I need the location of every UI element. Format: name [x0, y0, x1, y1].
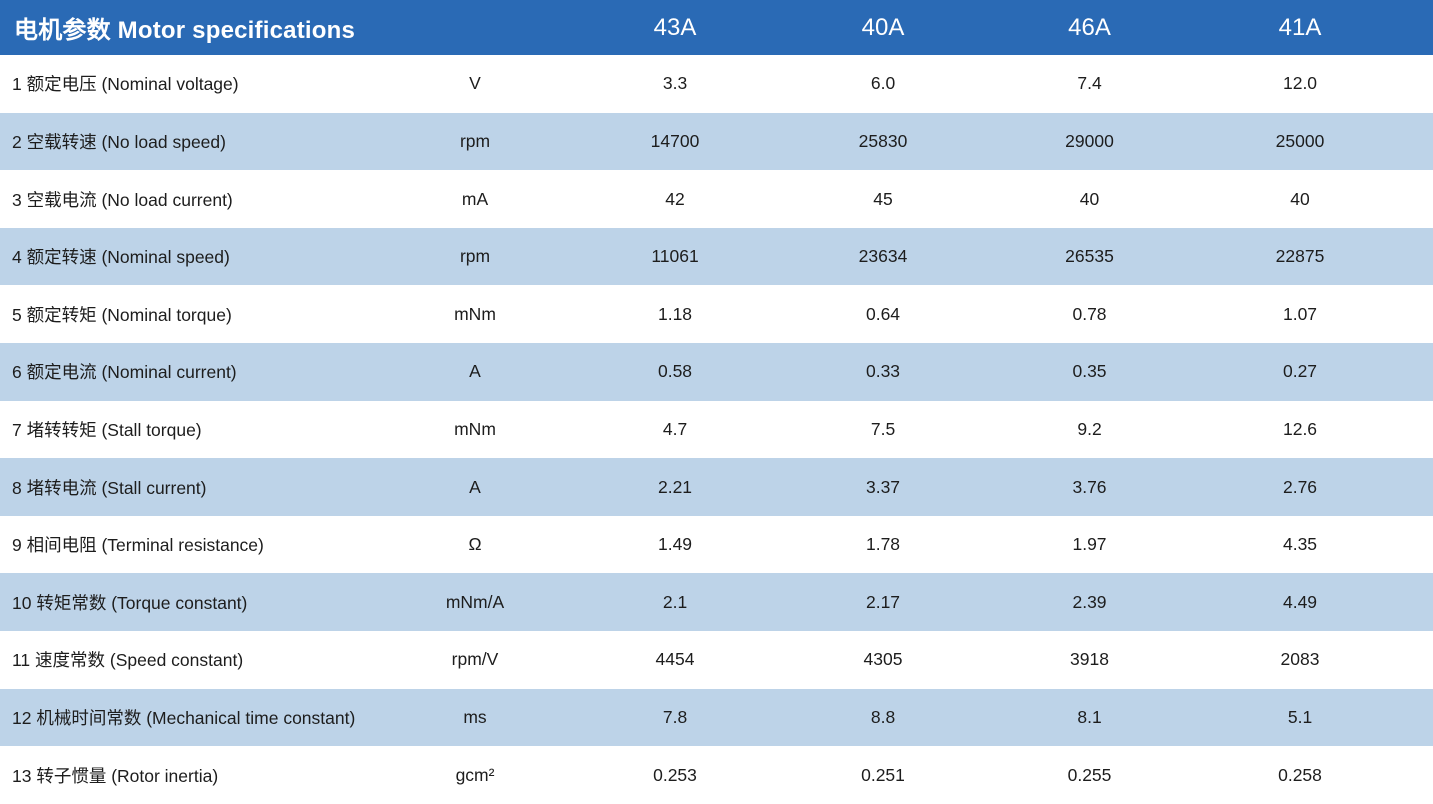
parameter-unit: A	[469, 476, 481, 497]
value-41a: 2.76	[1282, 476, 1318, 497]
parameter-name: 6 额定电流 (Nominal current)	[12, 362, 237, 383]
column-header-43a: 43A	[653, 13, 697, 41]
value-46a: 9.2	[1077, 418, 1102, 439]
value-40a: 8.8	[870, 707, 896, 727]
value-40a: 45	[873, 188, 893, 209]
parameter-name: 1 额定电压 (Nominal voltage)	[12, 74, 239, 95]
value-41a: 0.27	[1282, 361, 1318, 382]
value-43a: 1.18	[657, 303, 693, 324]
value-41a: 12.0	[1282, 73, 1318, 94]
parameter-name: 10 转矩常数 (Torque constant)	[12, 592, 248, 613]
parameter-unit: mNm	[454, 418, 496, 439]
parameter-unit: gcm²	[455, 764, 495, 785]
parameter-name: 3 空载电流 (No load current)	[12, 189, 233, 210]
table-row: 3 空载电流 (No load current) mA 42 45 40 40	[0, 170, 1433, 228]
value-43a: 11061	[651, 246, 699, 267]
table-row: 6 额定电流 (Nominal current) A 0.58 0.33 0.3…	[0, 343, 1433, 401]
value-43a: 4454	[655, 649, 695, 670]
value-43a: 2.21	[657, 476, 693, 497]
table-row: 9 相间电阻 (Terminal resistance) Ω 1.49 1.78…	[0, 515, 1433, 574]
table-row: 2 空载转速 (No load speed) rpm 14700 25830 2…	[0, 112, 1433, 171]
value-41a: 12.6	[1282, 418, 1318, 439]
parameter-name: 11 速度常数 (Speed constant)	[12, 650, 244, 671]
parameter-unit: rpm/V	[451, 649, 499, 670]
value-43a: 42	[665, 188, 685, 209]
column-header-40a: 40A	[861, 13, 905, 41]
value-46a: 29000	[1065, 130, 1114, 151]
parameter-name: 2 空载转速 (No load speed)	[12, 131, 226, 152]
value-40a: 7.5	[870, 418, 896, 439]
value-46a: 0.255	[1067, 764, 1112, 785]
parameter-name: 7 堵转转矩 (Stall torque)	[12, 419, 202, 440]
table-body: 1 额定电压 (Nominal voltage) V 3.3 6.0 7.4 1…	[0, 55, 1433, 804]
parameter-unit: ms	[463, 707, 487, 727]
parameter-unit: mNm	[454, 303, 496, 324]
value-41a: 2083	[1280, 649, 1320, 670]
parameter-unit: mNm/A	[445, 591, 505, 612]
value-41a: 4.49	[1282, 591, 1318, 612]
parameter-unit: Ω	[468, 534, 482, 555]
value-43a: 7.8	[662, 707, 688, 727]
value-41a: 1.07	[1282, 303, 1318, 324]
parameter-name: 13 转子惯量 (Rotor inertia)	[12, 765, 219, 786]
table-title: 电机参数 Motor specifications	[14, 17, 356, 44]
column-header-46a: 46A	[1068, 13, 1111, 41]
value-40a: 4305	[863, 649, 903, 670]
value-46a: 7.4	[1077, 73, 1102, 94]
parameter-name: 9 相间电阻 (Terminal resistance)	[12, 535, 264, 556]
parameter-unit: rpm	[459, 130, 491, 151]
value-43a: 3.3	[662, 73, 688, 94]
table-row: 5 额定转矩 (Nominal torque) mNm 1.18 0.64 0.…	[0, 285, 1433, 344]
table-row: 10 转矩常数 (Torque constant) mNm/A 2.1 2.17…	[0, 573, 1433, 632]
value-41a: 0.258	[1278, 764, 1322, 785]
parameter-unit: V	[469, 73, 481, 94]
table-row: 1 额定电压 (Nominal voltage) V 3.3 6.0 7.4 1…	[0, 55, 1433, 113]
value-46a: 3918	[1070, 649, 1109, 670]
value-40a: 2.17	[865, 591, 901, 612]
value-46a: 26535	[1065, 246, 1114, 267]
value-46a: 1.97	[1072, 534, 1107, 555]
value-41a: 22875	[1275, 246, 1325, 267]
parameter-name: 8 堵转电流 (Stall current)	[12, 477, 207, 498]
value-43a: 14700	[650, 130, 700, 151]
table-header-row: 电机参数 Motor specifications 43A 40A 46A 41…	[0, 0, 1433, 55]
value-40a: 23634	[858, 246, 908, 267]
table-row: 4 额定转速 (Nominal speed) rpm 11061 23634 2…	[0, 227, 1433, 286]
parameter-name: 5 额定转矩 (Nominal torque)	[12, 304, 232, 325]
parameter-unit: rpm	[459, 246, 491, 267]
value-46a: 40	[1079, 188, 1100, 209]
parameter-unit: A	[469, 361, 481, 382]
table-row: 11 速度常数 (Speed constant) rpm/V 4454 4305…	[0, 631, 1433, 689]
value-43a: 2.1	[662, 591, 688, 612]
parameter-name: 4 额定转速 (Nominal speed)	[12, 247, 230, 268]
value-43a: 0.58	[657, 361, 693, 382]
value-43a: 0.253	[653, 764, 697, 785]
value-46a: 2.39	[1072, 591, 1107, 612]
value-43a: 1.49	[657, 534, 693, 555]
value-40a: 25830	[858, 130, 908, 151]
value-43a: 4.7	[662, 418, 688, 439]
value-40a: 1.78	[865, 534, 901, 555]
value-46a: 0.78	[1072, 303, 1107, 324]
value-40a: 0.251	[861, 764, 905, 785]
table-row: 7 堵转转矩 (Stall torque) mNm 4.7 7.5 9.2 12…	[0, 400, 1433, 459]
value-40a: 0.64	[865, 303, 901, 324]
value-41a: 4.35	[1282, 534, 1318, 555]
value-46a: 3.76	[1072, 476, 1107, 497]
value-41a: 40	[1290, 188, 1310, 209]
table-row: 8 堵转电流 (Stall current) A 2.21 3.37 3.76 …	[0, 458, 1433, 516]
parameter-name: 12 机械时间常数 (Mechanical time constant)	[12, 708, 356, 728]
value-41a: 5.1	[1287, 707, 1313, 727]
parameter-unit: mA	[461, 188, 489, 209]
value-46a: 8.1	[1077, 707, 1102, 727]
value-40a: 0.33	[865, 361, 901, 382]
column-header-41a: 41A	[1278, 13, 1322, 41]
table-row: 13 转子惯量 (Rotor inertia) gcm² 0.253 0.251…	[0, 746, 1433, 804]
table-row: 12 机械时间常数 (Mechanical time constant) ms …	[0, 688, 1433, 747]
value-40a: 3.37	[865, 476, 901, 497]
value-40a: 6.0	[870, 73, 896, 94]
value-41a: 25000	[1275, 130, 1325, 151]
value-46a: 0.35	[1072, 361, 1107, 382]
